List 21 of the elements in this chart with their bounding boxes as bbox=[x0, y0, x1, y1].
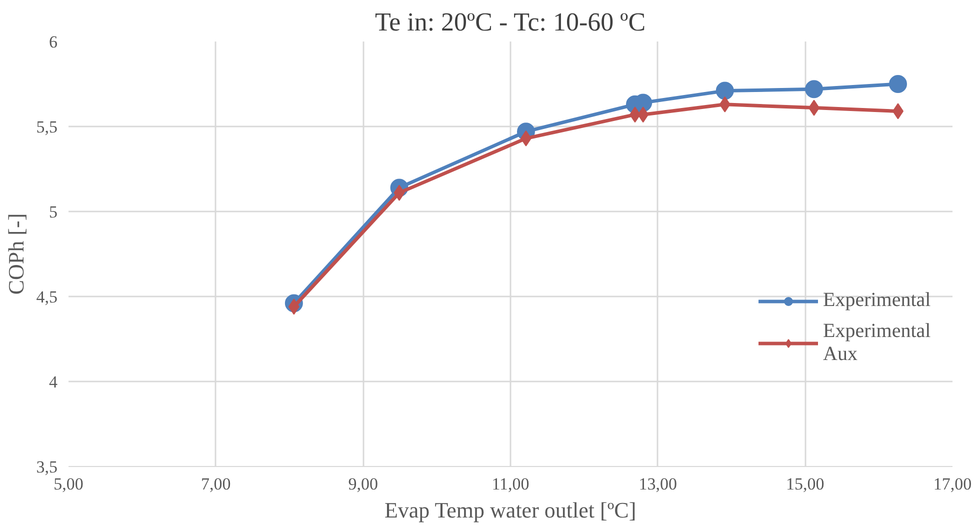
x-axis-title: Evap Temp water outlet [ºC] bbox=[384, 498, 636, 522]
legend-label: Experimental bbox=[823, 289, 931, 312]
y-tick-label: 4 bbox=[49, 372, 58, 392]
y-tick-label: 6 bbox=[49, 32, 58, 52]
point bbox=[805, 80, 824, 98]
point bbox=[888, 75, 907, 93]
y-axis-title: COPh [-] bbox=[3, 213, 28, 295]
x-tick-label: 9,00 bbox=[348, 474, 378, 494]
point bbox=[716, 82, 734, 100]
x-tick-label: 13,00 bbox=[638, 474, 677, 494]
x-tick-label: 15,00 bbox=[786, 474, 824, 494]
x-tick-label: 17,00 bbox=[933, 474, 972, 494]
chart-title: Te in: 20ºC - Tc: 10-60 ºC bbox=[374, 8, 646, 36]
x-tick-label: 5,00 bbox=[54, 474, 84, 494]
y-tick-label: 4,5 bbox=[36, 288, 58, 306]
y-tick-label: 5 bbox=[49, 202, 58, 222]
y-tick-label: 3,5 bbox=[36, 458, 58, 476]
x-tick-label: 11,00 bbox=[492, 474, 530, 494]
x-tick-label: 7,00 bbox=[200, 474, 231, 494]
y-tick-label: 5,5 bbox=[36, 118, 58, 136]
legend-label: Experimental Aux bbox=[823, 320, 931, 366]
